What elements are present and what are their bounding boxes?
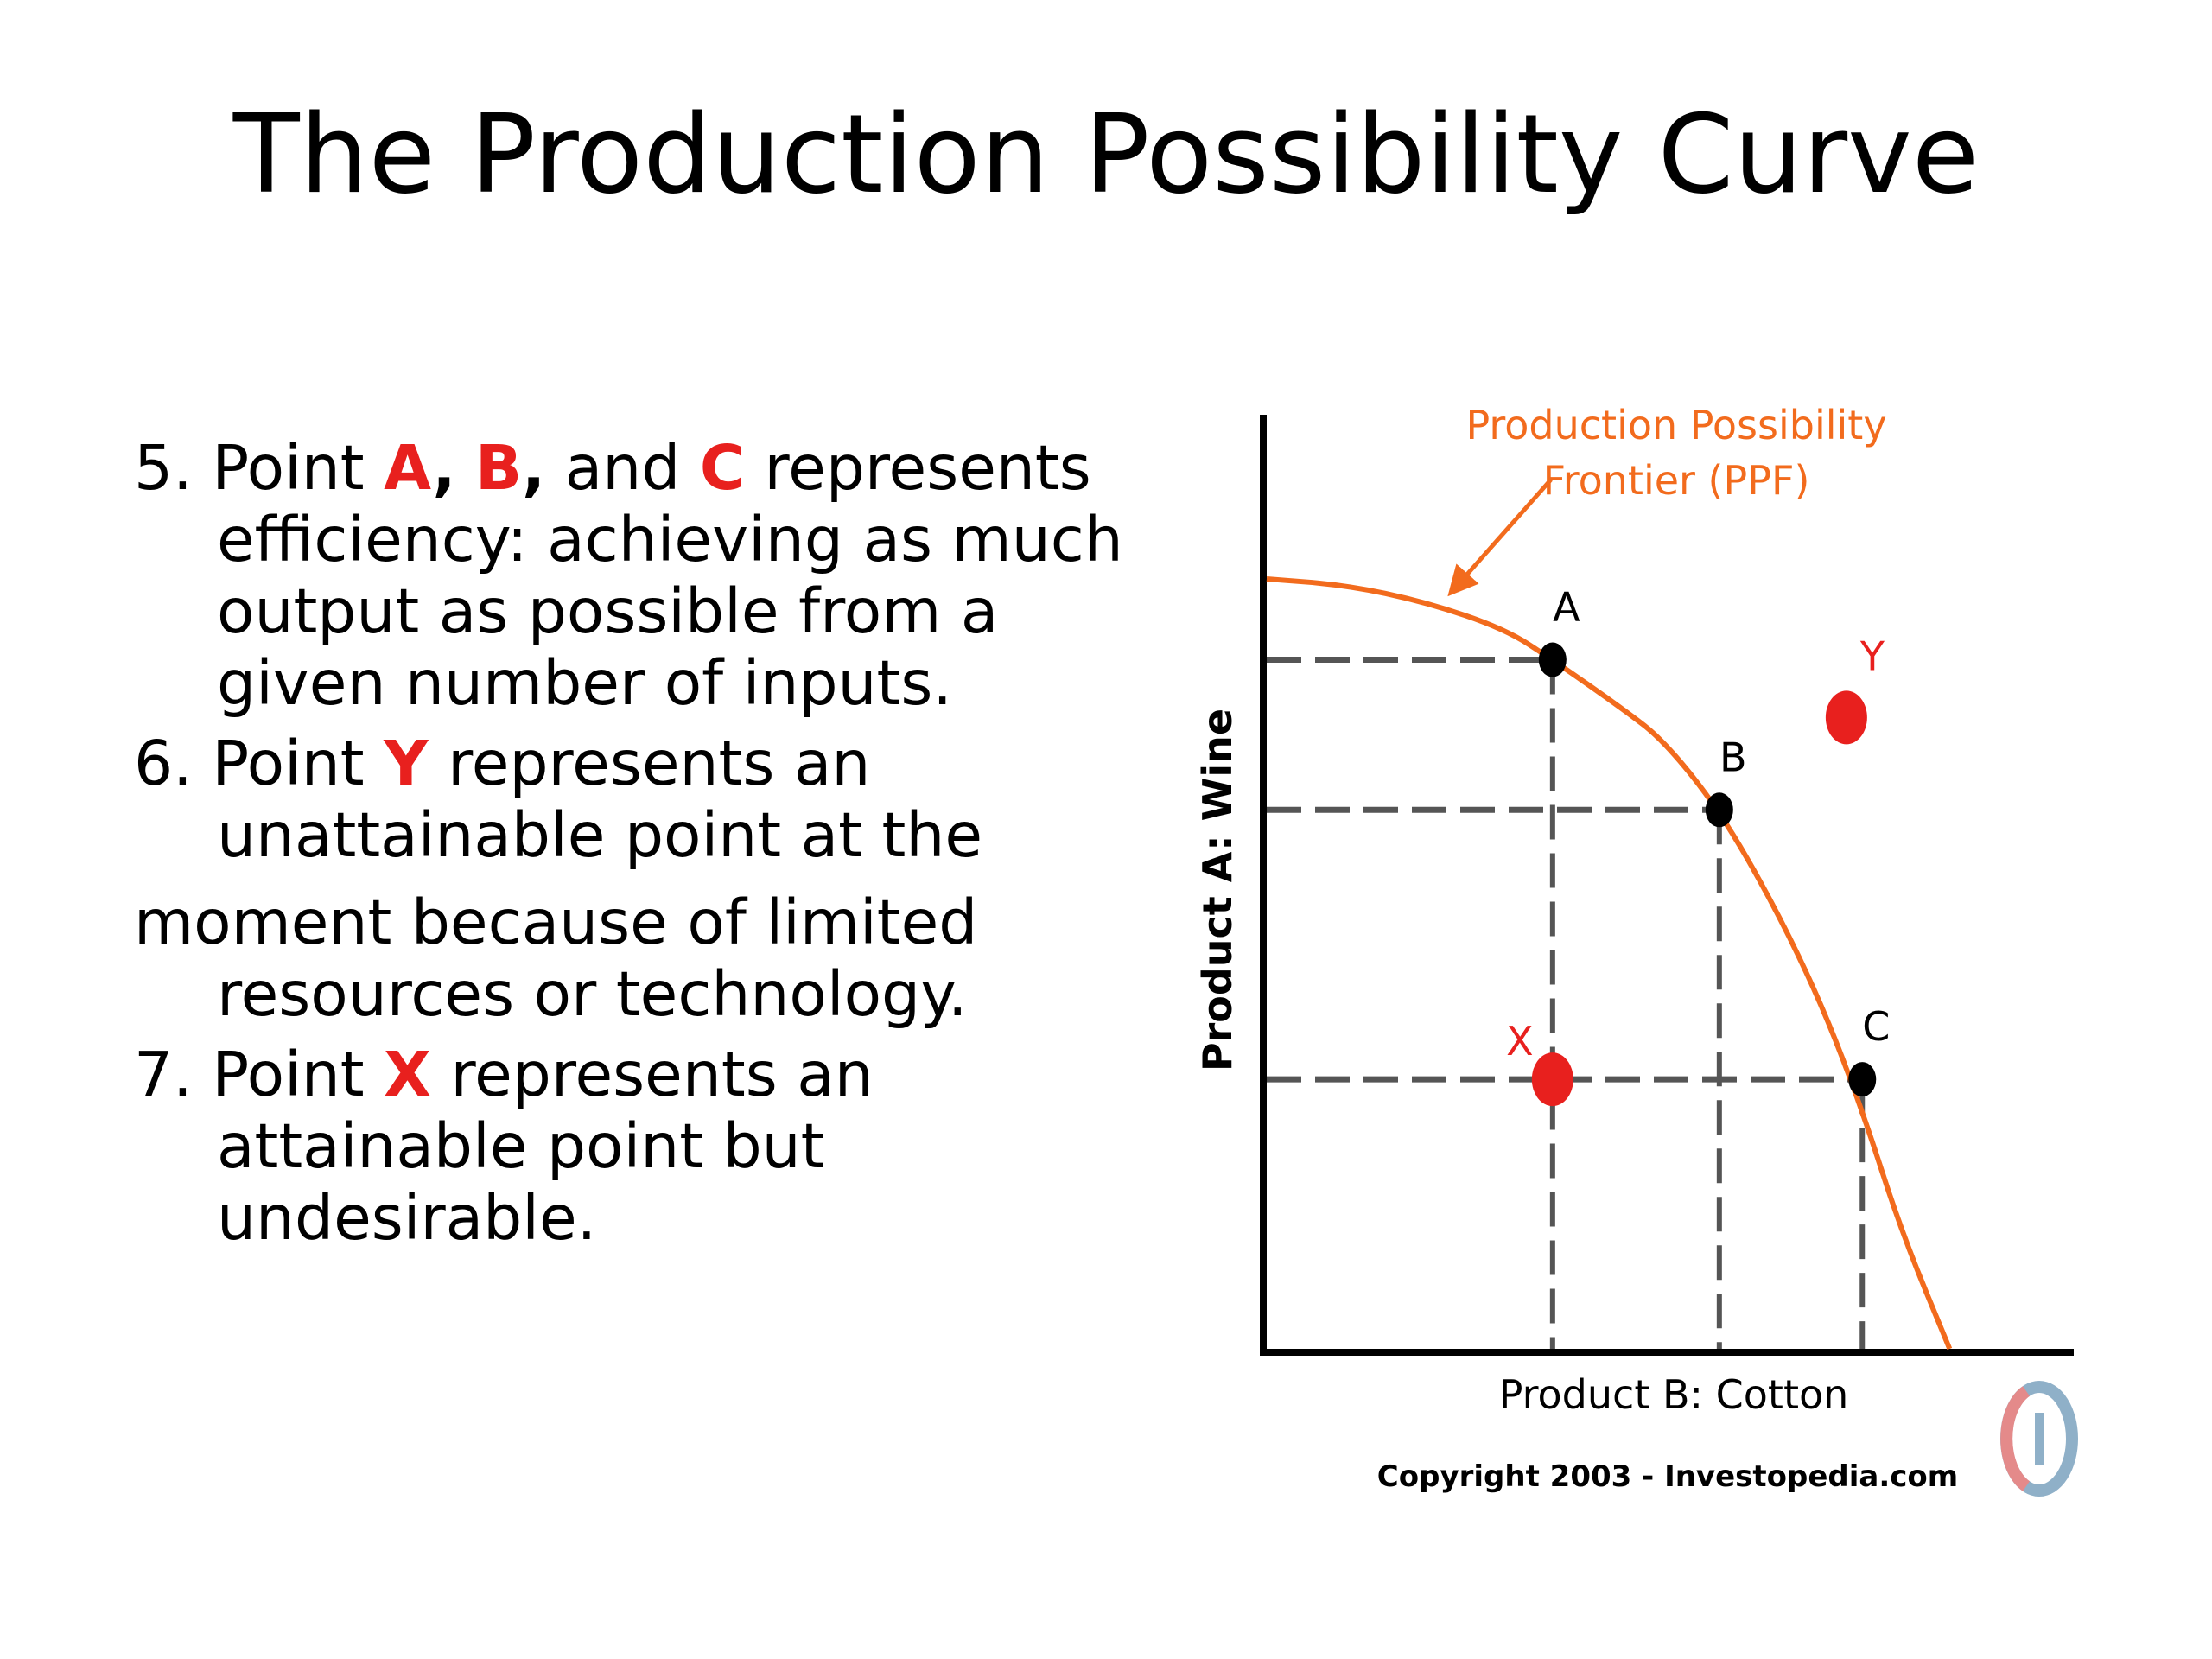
item-text: represents an attainable point but undes…	[217, 1039, 874, 1254]
item-text: and	[545, 432, 700, 504]
point-x	[1531, 1052, 1573, 1107]
guide-lines	[1267, 657, 1866, 1349]
chart-title-line-2: Frontier (PPF)	[1543, 457, 1810, 504]
ppf-chart: A B C Y X Production Possibility Frontier (P…	[1194, 402, 2078, 1497]
highlight-a: A	[384, 432, 433, 504]
item-text	[455, 432, 475, 504]
list-item-unattainable: 6. Point Y represents an unattainable po…	[134, 728, 1136, 1030]
chart-title-line-1: Production Possibility	[1465, 402, 1886, 448]
point-label-a: A	[1553, 584, 1580, 631]
item-number: 5.	[134, 432, 213, 504]
y-axis-label: Product A: Wine	[1194, 709, 1241, 1071]
item-text: Point	[212, 432, 385, 504]
point-label-x: X	[1506, 1018, 1534, 1065]
point-y	[1825, 690, 1867, 745]
slide-title: The Production Possibility Curve	[232, 91, 1980, 218]
highlight-y: Y	[384, 728, 429, 799]
point-b	[1705, 792, 1733, 828]
title-arrow	[1447, 478, 1553, 597]
highlight-c: C	[699, 432, 745, 504]
copyright-text: Copyright 2003 - Investopedia.com	[1377, 1459, 1958, 1494]
points-list: 5. Point A, B, and C represents efficien…	[134, 432, 1136, 1262]
item-text: Point	[212, 728, 385, 799]
item-text: ,	[432, 432, 456, 504]
point-label-b: B	[1719, 734, 1747, 780]
investopedia-logo	[2000, 1381, 2078, 1497]
item-text: Point	[212, 1039, 385, 1110]
item-text: moment because of limited resources or t…	[134, 887, 978, 1030]
highlight-b: B	[475, 432, 523, 504]
item-text: represents efficiency: achieving as much…	[217, 432, 1123, 719]
point-a	[1538, 642, 1567, 677]
item-text: ,	[522, 432, 546, 504]
point-markers: A B C Y X	[1506, 584, 1890, 1107]
item-number: 7.	[134, 1039, 213, 1110]
item-text: represents an unattainable point at the	[217, 728, 983, 871]
highlight-x: X	[384, 1039, 431, 1110]
list-item-efficiency: 5. Point A, B, and C represents efficien…	[134, 432, 1136, 719]
point-label-c: C	[1862, 1003, 1890, 1050]
list-item-inefficient: 7. Point X represents an attainable poin…	[134, 1039, 1136, 1254]
point-label-y: Y	[1859, 632, 1885, 679]
point-c	[1848, 1062, 1877, 1097]
item-number: 6.	[134, 728, 213, 799]
x-axis-label: Product B: Cotton	[1499, 1371, 1849, 1418]
